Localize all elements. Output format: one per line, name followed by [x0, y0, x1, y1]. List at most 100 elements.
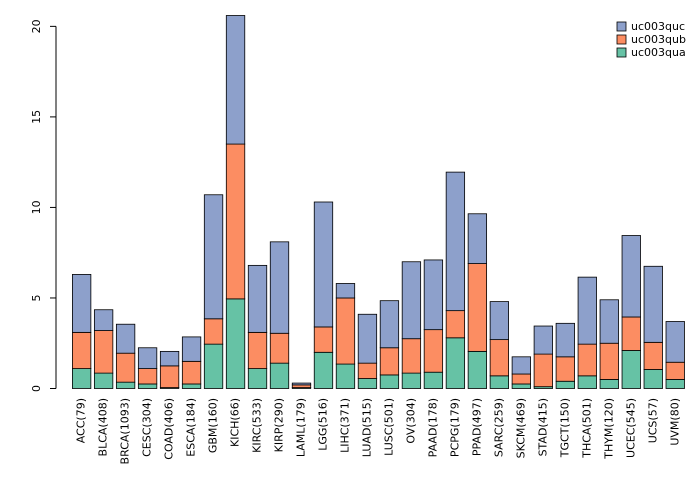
bar-uc003qub-PCPG(179): [445, 310, 466, 339]
bar-uc003qua-THCA(501): [577, 375, 597, 389]
bar-uc003qub-BLCA(408): [93, 330, 114, 374]
bar-uc003qua-ACC(79): [72, 368, 92, 389]
bar-uc003qub-LAML(179): [291, 384, 312, 389]
bar-uc003quc-BRCA(1093): [115, 323, 136, 354]
bar-uc003qub-THYM(120): [599, 342, 619, 380]
x-tick-label: KICH(66): [229, 398, 242, 447]
x-tick-label: UCEC(545): [624, 398, 637, 458]
x-tick-label: KIRC(533): [251, 398, 264, 453]
x-tick-label: STAD(415): [536, 398, 549, 456]
bar-uc003qub-LIHC(371): [335, 297, 356, 365]
bar-uc003qub-TGCT(150): [555, 356, 575, 382]
bar-uc003qub-GBM(160): [203, 318, 224, 345]
bar-uc003quc-COAD(406): [159, 350, 180, 367]
y-tick-label-20: 20: [30, 19, 43, 33]
x-tick-label: COAD(406): [163, 398, 176, 460]
bar-uc003qub-PAAD(178): [423, 329, 444, 373]
bar-uc003qua-KIRP(290): [269, 362, 290, 389]
x-tick-label: TGCT(150): [558, 398, 571, 458]
bar-uc003qua-UCS(57): [643, 369, 663, 389]
y-tick-label-5: 5: [30, 294, 43, 301]
x-tick-label: LAML(179): [294, 398, 307, 457]
bar-uc003qua-PPAD(497): [467, 350, 488, 389]
bar-uc003quc-GBM(160): [203, 194, 224, 320]
bar-uc003qub-OV(304): [401, 338, 422, 374]
bar-uc003qub-LUAD(515): [357, 362, 378, 379]
bars-layer: [72, 15, 685, 389]
bar-uc003quc-KIRP(290): [269, 241, 290, 334]
bar-uc003quc-BLCA(408): [93, 309, 114, 331]
bar-uc003qub-KIRP(290): [269, 332, 290, 364]
bar-uc003quc-SKCM(469): [511, 356, 531, 375]
legend-label-uc003quc: uc003quc: [631, 20, 685, 33]
bar-uc003qub-KICH(66): [225, 143, 246, 300]
bar-uc003qua-BLCA(408): [93, 372, 114, 389]
x-tick-label: OV(304): [404, 398, 417, 444]
bar-uc003qua-LUAD(515): [357, 378, 378, 389]
bar-uc003qua-LGG(516): [313, 351, 334, 389]
bar-uc003qua-LUSC(501): [379, 374, 400, 389]
bar-uc003qub-SKCM(469): [511, 373, 531, 385]
bar-uc003qub-THCA(501): [577, 343, 597, 377]
x-tick-label: KIRP(290): [273, 398, 286, 452]
x-tick-label: GBM(160): [207, 398, 220, 453]
legend-swatch-uc003qua: [616, 47, 627, 58]
y-tick-label-10: 10: [30, 200, 43, 214]
bar-uc003qua-BRCA(1093): [115, 381, 136, 389]
bar-uc003qua-CESC(304): [137, 383, 158, 389]
x-tick-label: SARC(259): [492, 398, 505, 457]
bar-uc003qub-CESC(304): [137, 368, 158, 385]
bar-uc003qub-ESCA(184): [181, 360, 202, 385]
bar-uc003quc-KICH(66): [225, 15, 246, 145]
x-tick-label: BLCA(408): [97, 398, 110, 456]
bar-uc003qub-COAD(406): [159, 365, 180, 388]
bar-uc003qub-UCEC(545): [621, 316, 641, 351]
bar-uc003quc-OV(304): [401, 261, 422, 340]
x-tick-label: ACC(79): [75, 398, 88, 443]
y-axis: 0 5 10 15 20: [30, 19, 57, 392]
bar-uc003qua-LIHC(371): [335, 363, 356, 389]
bar-uc003qua-TGCT(150): [555, 380, 575, 389]
bar-uc003quc-UVM(80): [665, 321, 685, 363]
x-axis-labels: ACC(79) BLCA(408) BRCA(1093) CESC(304) COAD(…: [75, 398, 682, 464]
x-tick-label: BRCA(1093): [119, 398, 132, 464]
bar-uc003quc-LAML(179): [291, 382, 312, 386]
x-tick-label: ESCA(184): [185, 398, 198, 457]
bar-uc003qua-PCPG(179): [445, 337, 466, 389]
bar-uc003quc-UCS(57): [643, 265, 663, 343]
bar-uc003quc-LGG(516): [313, 201, 334, 328]
x-tick-label: CESC(304): [141, 398, 154, 457]
bar-uc003qua-GBM(160): [203, 343, 224, 389]
x-tick-label: LGG(516): [316, 398, 329, 451]
bar-uc003qua-PAAD(178): [423, 371, 444, 389]
x-tick-label: SKCM(469): [514, 398, 527, 458]
y-tick-label-15: 15: [30, 110, 43, 124]
x-tick-label: UCS(57): [646, 398, 659, 443]
bar-uc003quc-CESC(304): [137, 347, 158, 369]
bar-uc003quc-LUSC(501): [379, 300, 400, 349]
bar-uc003quc-PAAD(178): [423, 259, 444, 331]
legend-swatch-uc003qub: [616, 34, 627, 45]
bar-uc003qua-OV(304): [401, 372, 422, 389]
x-tick-label: LIHC(371): [338, 398, 351, 453]
bar-uc003qua-THYM(120): [599, 379, 619, 389]
bar-uc003quc-ESCA(184): [181, 336, 202, 362]
bar-uc003qub-PPAD(497): [467, 263, 488, 352]
bar-uc003qua-KICH(66): [225, 298, 246, 389]
bar-uc003qub-UVM(80): [665, 361, 685, 380]
bar-uc003qub-STAD(415): [533, 353, 553, 388]
bar-uc003qub-KIRC(533): [247, 331, 268, 369]
bar-uc003quc-SARC(259): [489, 301, 510, 341]
y-tick-label-0: 0: [30, 385, 43, 392]
bar-uc003quc-THYM(120): [599, 299, 619, 344]
bar-uc003qua-ESCA(184): [181, 383, 202, 389]
legend-swatch-uc003quc: [616, 21, 627, 32]
bar-uc003qub-SARC(259): [489, 339, 510, 377]
bar-uc003qua-UCEC(545): [621, 350, 641, 389]
x-tick-label: PAAD(178): [426, 398, 439, 457]
bar-uc003quc-UCEC(545): [621, 235, 641, 318]
bar-uc003quc-THCA(501): [577, 276, 597, 345]
x-tick-label: LUSC(501): [382, 398, 395, 456]
bar-uc003quc-PPAD(497): [467, 213, 488, 264]
